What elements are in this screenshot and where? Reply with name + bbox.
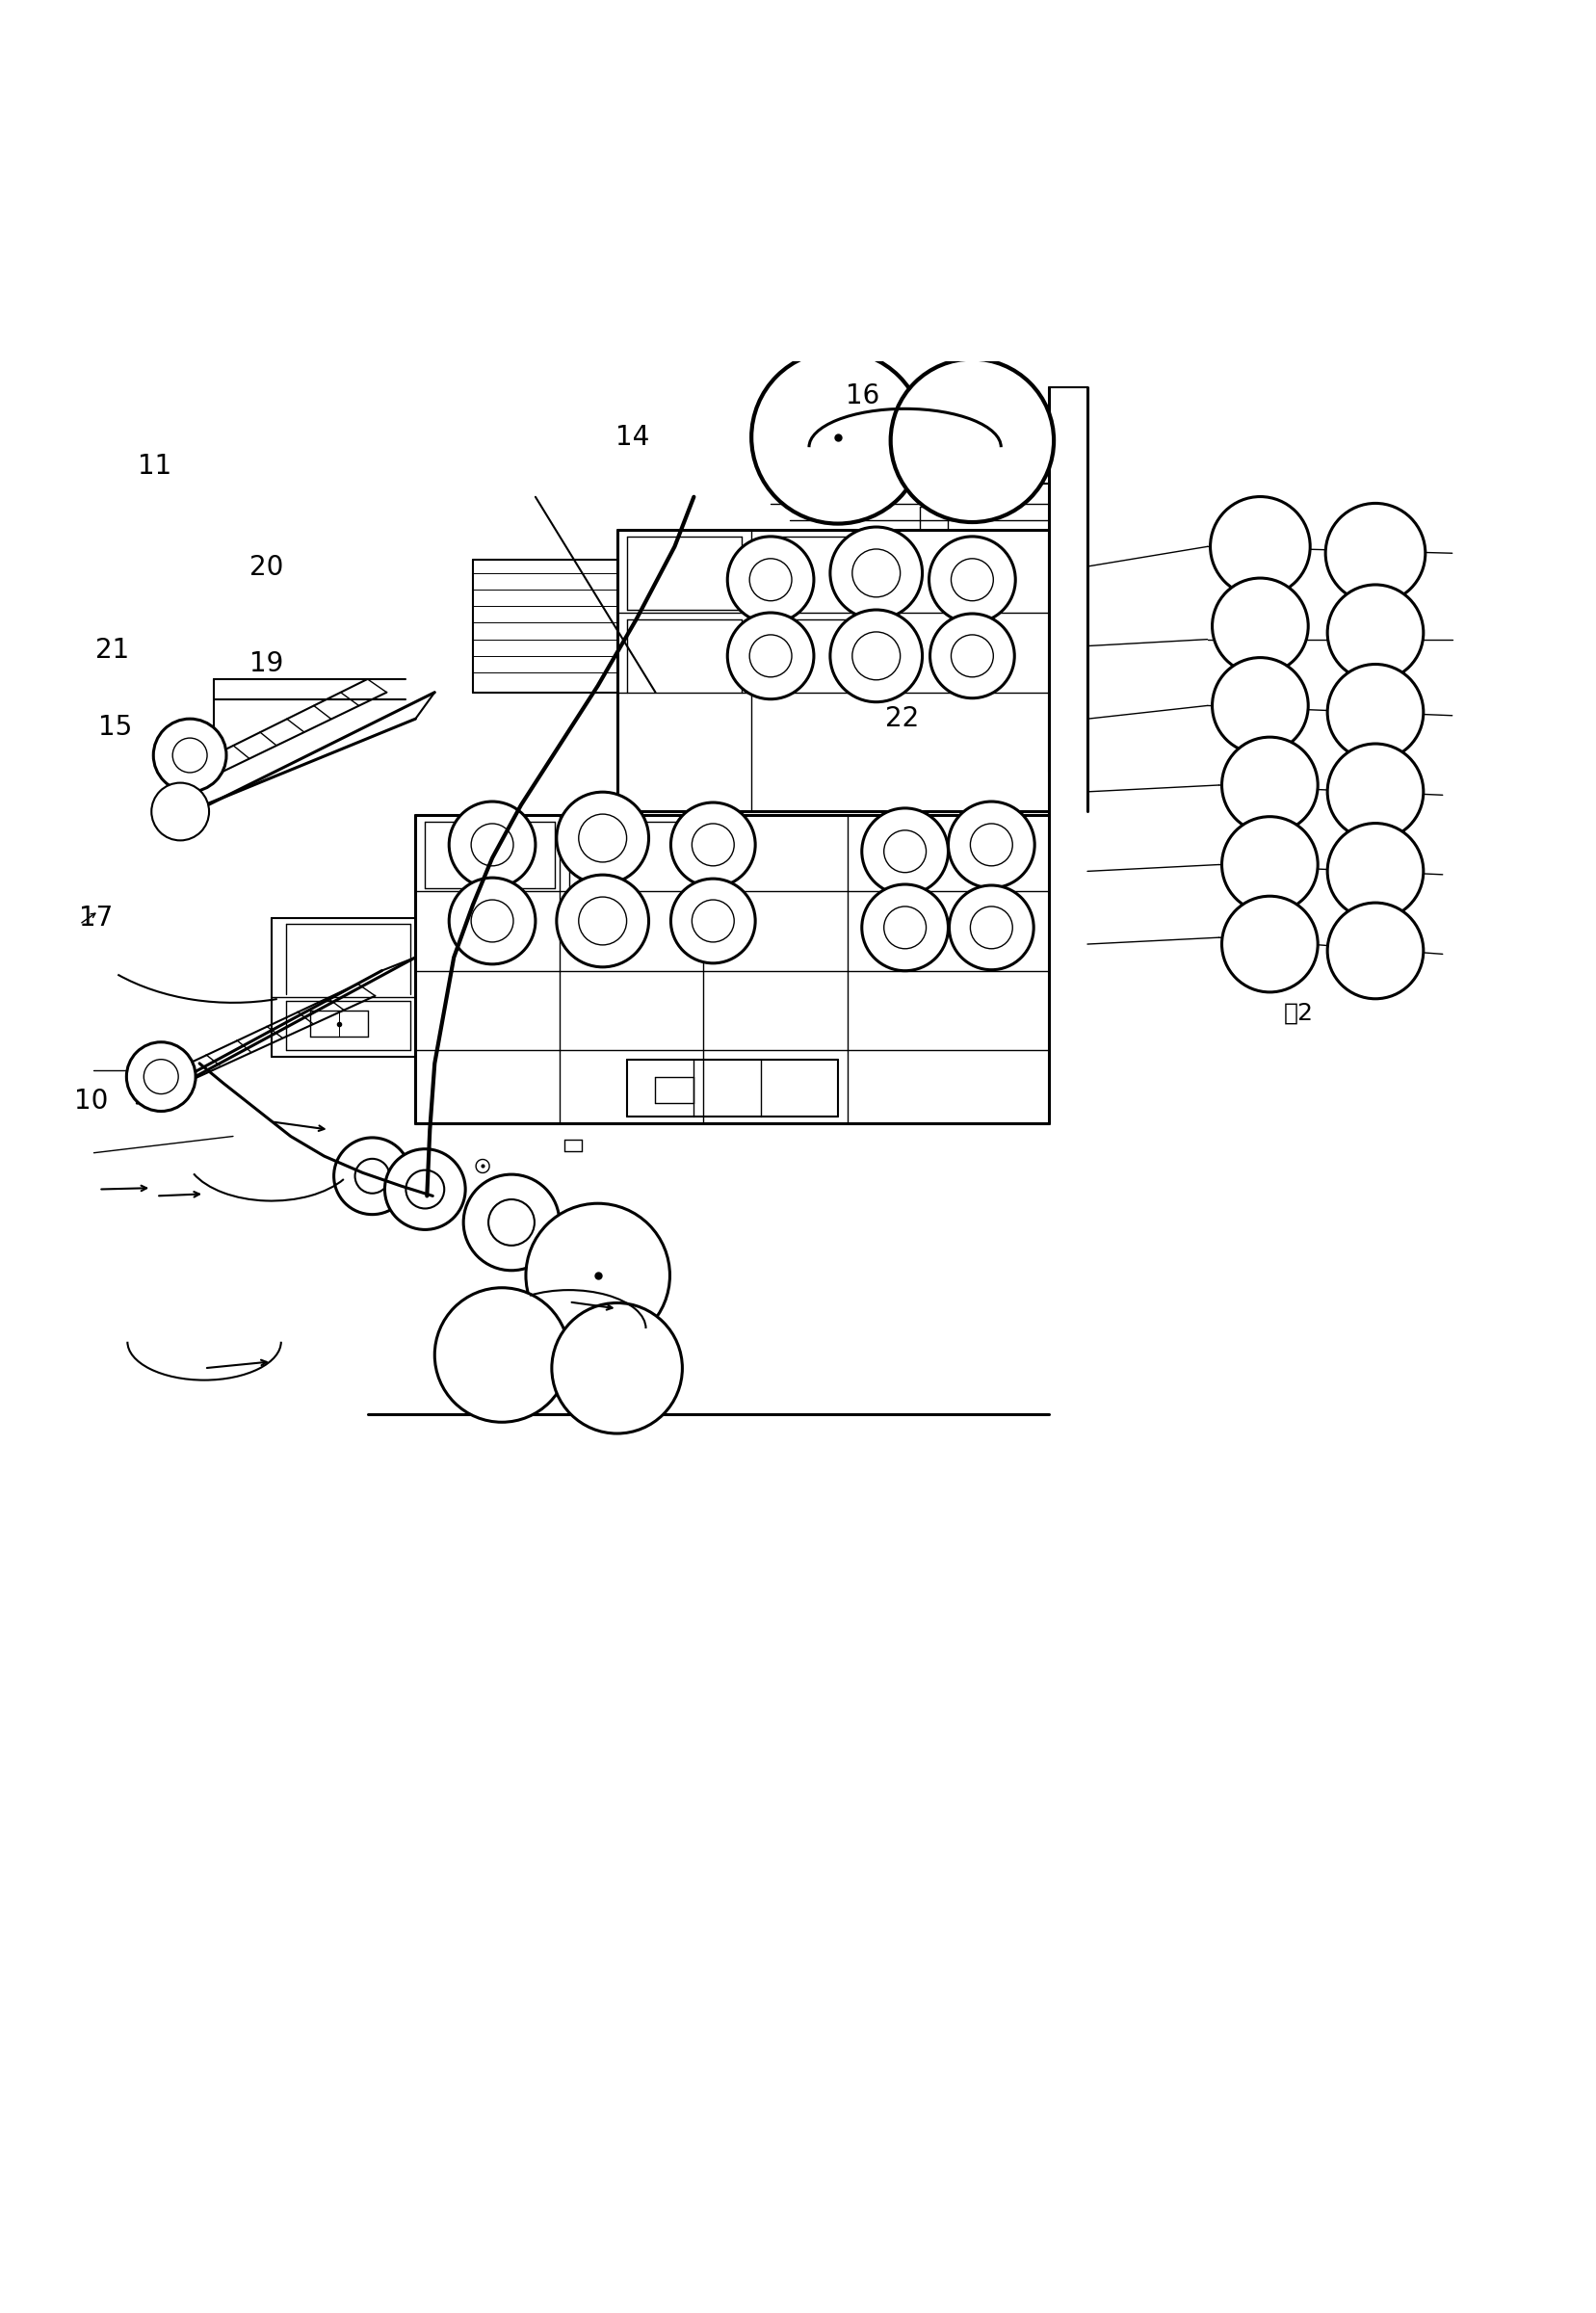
Circle shape [1223,738,1318,833]
Circle shape [891,359,1053,523]
Circle shape [1328,902,1424,999]
Circle shape [579,897,627,946]
Circle shape [579,814,627,863]
Circle shape [951,557,993,601]
Circle shape [334,1138,410,1214]
Circle shape [152,782,209,840]
Circle shape [728,537,814,622]
Circle shape [488,1200,535,1244]
Circle shape [153,719,227,791]
Text: 16: 16 [846,382,879,409]
Circle shape [1223,816,1318,914]
Circle shape [1328,823,1424,918]
Circle shape [951,634,993,678]
Circle shape [1328,745,1424,840]
Circle shape [557,874,648,967]
Text: 21: 21 [94,636,129,664]
Circle shape [471,823,514,865]
Circle shape [144,1059,179,1094]
Circle shape [448,803,535,888]
Circle shape [752,352,924,523]
Text: 11: 11 [137,453,172,479]
Circle shape [172,738,207,773]
Circle shape [750,634,792,678]
Text: 14: 14 [614,423,650,451]
Text: 19: 19 [249,650,284,678]
Circle shape [552,1302,683,1434]
Circle shape [670,879,755,962]
Circle shape [862,807,948,895]
Circle shape [557,791,648,884]
Circle shape [693,900,734,941]
Circle shape [126,1043,196,1110]
Text: 15: 15 [97,712,132,740]
Circle shape [852,548,900,597]
Circle shape [1210,497,1310,597]
Circle shape [970,907,1012,948]
Circle shape [525,1203,670,1348]
Circle shape [1223,895,1318,992]
Circle shape [670,803,755,886]
Circle shape [448,877,535,965]
Circle shape [354,1159,389,1194]
Circle shape [463,1175,560,1270]
Circle shape [930,613,1015,699]
Circle shape [884,830,926,872]
Circle shape [1213,578,1309,673]
Text: 10: 10 [75,1087,109,1115]
Circle shape [434,1288,570,1422]
Circle shape [830,527,922,620]
Circle shape [385,1150,466,1231]
Circle shape [1213,657,1309,754]
Text: 22: 22 [886,705,919,733]
Text: 图2: 图2 [1285,1002,1314,1025]
Text: 17: 17 [80,904,113,932]
Circle shape [929,537,1015,622]
Circle shape [950,886,1034,969]
Circle shape [1328,585,1424,680]
Circle shape [830,611,922,701]
Circle shape [852,631,900,680]
Circle shape [1326,504,1425,604]
Circle shape [862,884,948,971]
Circle shape [750,557,792,601]
Circle shape [948,803,1034,888]
Circle shape [405,1170,444,1207]
Circle shape [970,823,1012,865]
Circle shape [1328,664,1424,761]
Circle shape [693,823,734,865]
Circle shape [884,907,926,948]
Text: 20: 20 [249,555,284,581]
Circle shape [728,613,814,699]
Circle shape [471,900,514,941]
